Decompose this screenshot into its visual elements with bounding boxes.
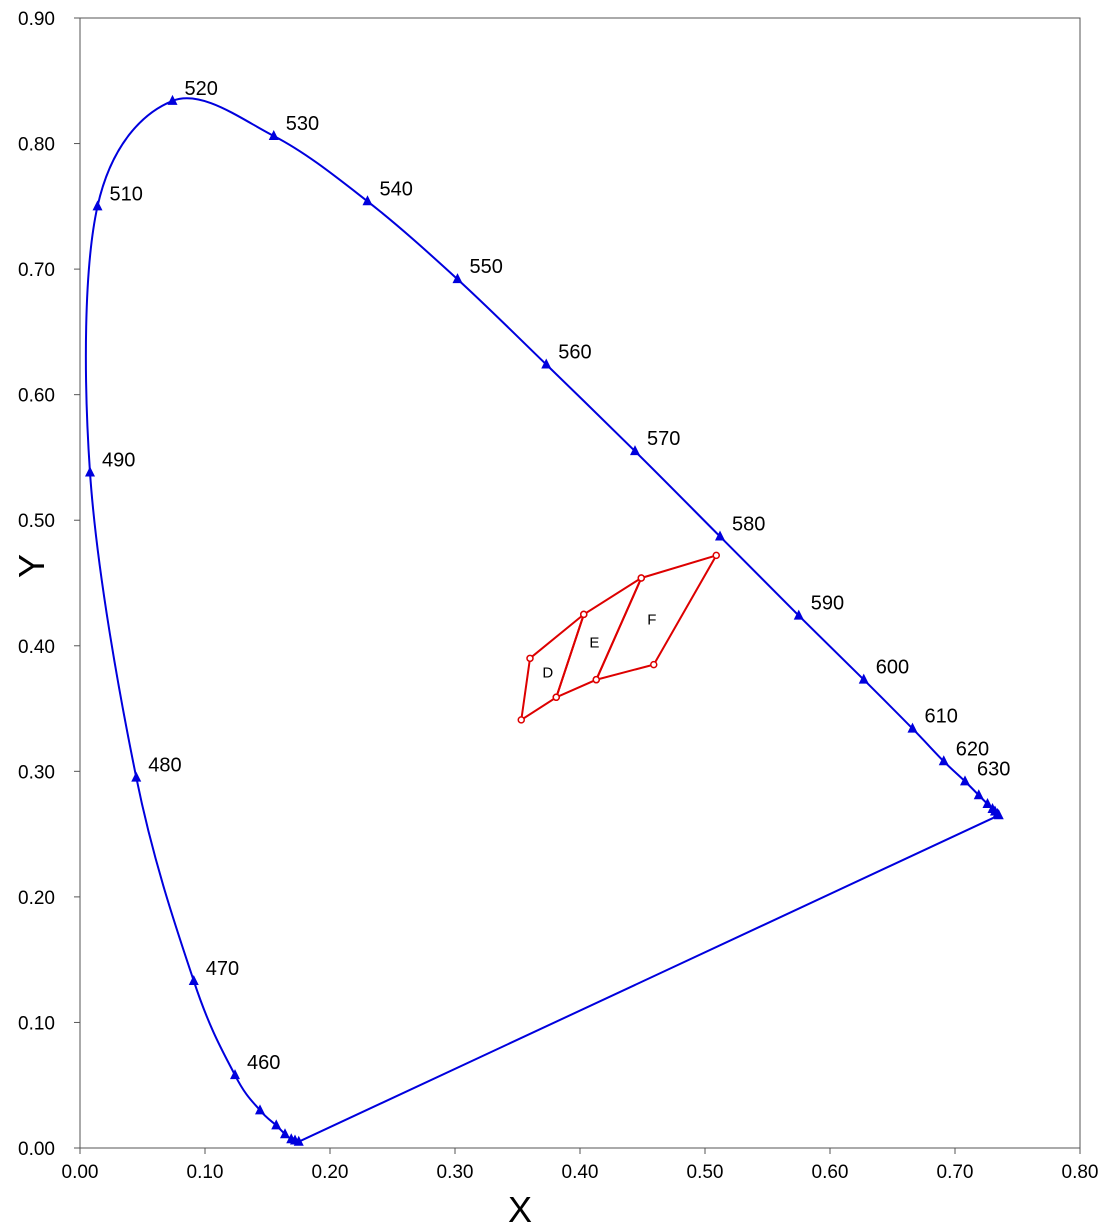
y-tick-label: 0.80 [18,135,55,156]
y-tick-label: 0.60 [18,386,55,407]
y-tick-label: 0.10 [18,1013,55,1034]
wavelength-label: 480 [148,755,181,777]
y-tick-label: 0.30 [18,762,55,783]
x-tick-label: 0.80 [1062,1162,1099,1183]
region-label: E [589,634,599,651]
region-label: D [542,664,553,681]
y-tick-label: 0.70 [18,260,55,281]
y-axis-title: Y [11,554,52,578]
x-axis: 0.00 0.10 0.20 0.30 0.40 0.50 0.60 0.70 0.80 [62,1148,1099,1183]
wavelength-label: 590 [811,593,844,615]
wavelength-label: 540 [380,178,413,200]
wavelength-label: 510 [110,183,143,205]
y-tick-label: 0.40 [18,637,55,658]
wavelength-label: 470 [206,958,239,980]
region-vertex-marker [581,611,587,617]
x-tick-label: 0.60 [812,1162,849,1183]
region-label: F [647,611,656,628]
region-vertex-marker [638,575,644,581]
wavelength-label: 600 [876,657,909,679]
region-vertex-marker [518,717,524,723]
wavelength-label: 610 [925,706,958,728]
x-tick-label: 0.70 [937,1162,974,1183]
wavelength-label: 550 [470,256,503,278]
wavelength-label: 630 [977,758,1010,780]
x-tick-label: 0.10 [187,1162,224,1183]
wavelength-label: 560 [558,342,591,364]
wavelength-label: 490 [102,450,135,472]
region-vertex-marker [651,662,657,668]
x-tick-label: 0.40 [562,1162,599,1183]
region-vertex-marker [527,655,533,661]
region-vertex-marker [593,677,599,683]
x-tick-label: 0.00 [62,1162,99,1183]
y-tick-label: 0.20 [18,888,55,909]
region-vertex-marker [713,552,719,558]
x-tick-label: 0.30 [437,1162,474,1183]
wavelength-label: 530 [286,113,319,135]
y-tick-label: 0.50 [18,511,55,532]
wavelength-label: 520 [185,78,218,100]
x-tick-label: 0.50 [687,1162,724,1183]
x-tick-label: 0.20 [312,1162,349,1183]
y-tick-label: 0.90 [18,9,55,30]
y-tick-label: 0.00 [18,1139,55,1160]
wavelength-label: 570 [647,428,680,450]
wavelength-label: 460 [247,1052,280,1074]
wavelength-label: 620 [956,738,989,760]
region-vertex-marker [553,694,559,700]
x-axis-title: X [508,1189,532,1226]
y-axis: 0.00 0.10 0.20 0.30 0.40 0.50 0.60 0.70 0.80 0.90 [18,9,80,1160]
wavelength-label: 580 [732,514,765,536]
